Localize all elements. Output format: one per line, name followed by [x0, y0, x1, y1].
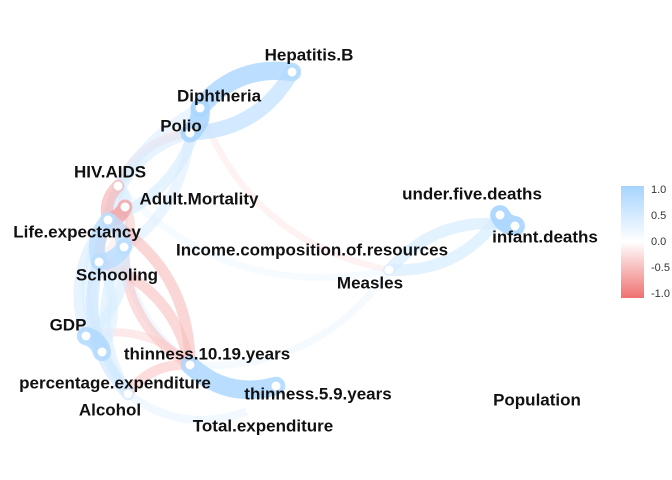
label-layer: Hepatitis.B Diphtheria Polio HIV.AIDS Adult.…: [13, 45, 598, 435]
legend-tick-label: 1.0: [651, 184, 666, 196]
node-label-measles: Measles: [337, 273, 403, 292]
node-label-under5: under.five.deaths: [402, 184, 542, 203]
node-layer: [81, 67, 542, 415]
node-label-polio: Polio: [160, 116, 202, 135]
node-label-hiv: HIV.AIDS: [74, 162, 146, 181]
edge-hepatitis-polio: [182, 64, 300, 141]
node-point-infant: [510, 221, 520, 231]
node-label-population: Population: [493, 390, 581, 409]
node-label-totalexp: Total.expenditure: [193, 416, 333, 435]
node-point-schooling: [94, 257, 104, 267]
edge-under5-measles: [383, 209, 506, 276]
node-point-hiv: [113, 181, 123, 191]
legend-ticks: 1.0 0.5 0.0 -0.5 -1.0: [651, 184, 670, 300]
node-point-thin59: [271, 381, 281, 391]
node-label-adult: Adult.Mortality: [140, 189, 260, 208]
legend-tick-label: 0.5: [651, 210, 666, 222]
node-label-gdp: GDP: [50, 315, 87, 334]
node-point-pctexp: [97, 347, 107, 357]
node-label-infant: infant.deaths: [492, 227, 598, 246]
node-point-diphtheria: [195, 103, 205, 113]
edge-measles-thin1019: [186, 266, 393, 370]
legend-tick-label: -1.0: [651, 288, 670, 300]
node-point-adult: [120, 202, 130, 212]
edge-hepatitis-diphtheria: [190, 61, 302, 118]
edge-hiv-measles: [114, 182, 393, 281]
edge-alcohol-totalexp: [123, 389, 255, 425]
node-point-life: [103, 215, 113, 225]
node-point-polio: [185, 128, 195, 138]
node-point-alcohol: [123, 389, 133, 399]
edge-thin1019-thin59: [180, 355, 286, 400]
node-label-hepatitis: Hepatitis.B: [265, 45, 354, 64]
node-point-totalexp: [245, 405, 255, 415]
node-point-population: [532, 390, 542, 400]
legend-colorbar: [621, 186, 644, 298]
node-label-alcohol: Alcohol: [79, 400, 141, 419]
node-point-hepatitis: [287, 67, 297, 77]
legend-tick-label: -0.5: [651, 262, 670, 274]
color-legend: 1.0 0.5 0.0 -0.5 -1.0: [621, 184, 670, 300]
node-point-income: [119, 242, 129, 252]
node-point-gdp: [81, 331, 91, 341]
node-label-life: Life.expectancy: [13, 222, 141, 241]
edge-diphtheria-measles: [196, 104, 393, 274]
node-label-income: Income.composition.of.resources: [176, 240, 448, 259]
node-label-schooling: Schooling: [76, 265, 158, 284]
legend-tick-label: 0.0: [651, 236, 666, 248]
node-label-thin1019: thinness.10.19.years: [124, 344, 290, 363]
node-label-diphtheria: Diphtheria: [177, 86, 262, 105]
node-label-thin59: thinness.5.9.years: [244, 384, 391, 403]
node-point-thin1019: [185, 360, 195, 370]
node-point-measles: [384, 265, 394, 275]
node-point-under5: [495, 210, 505, 220]
node-label-pctexp: percentage.expenditure: [19, 373, 211, 392]
